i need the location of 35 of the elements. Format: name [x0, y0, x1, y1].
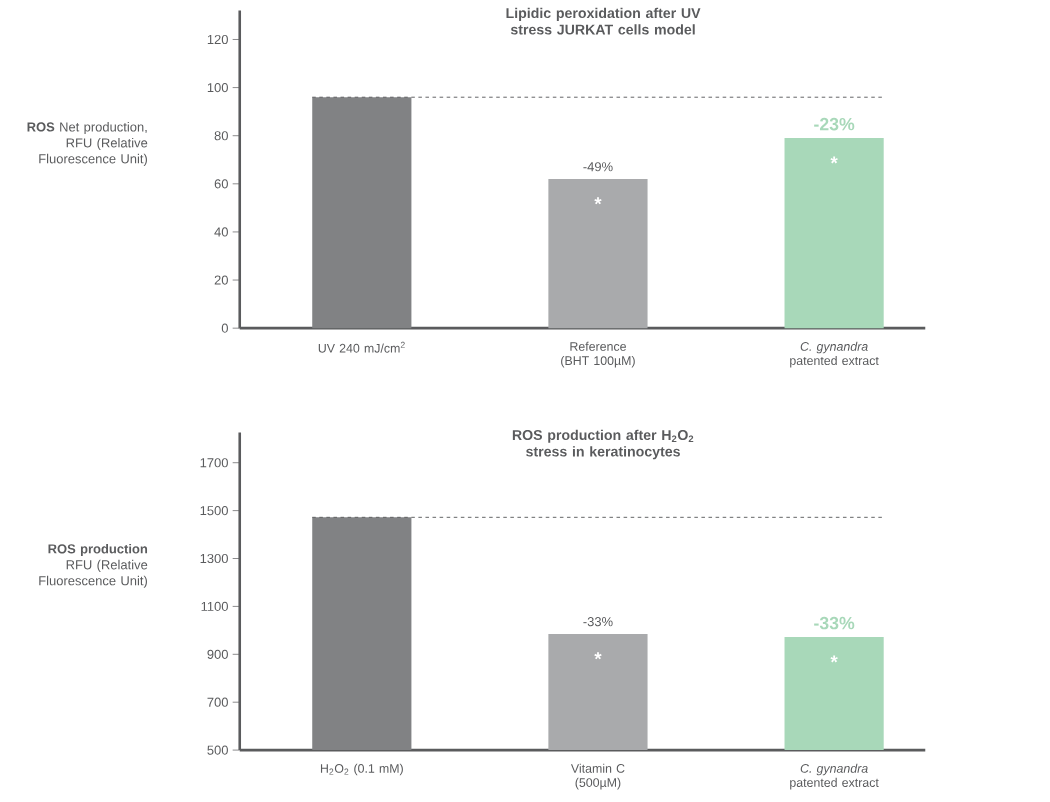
- y-tick-label: 500: [207, 745, 228, 755]
- x-tick-label: C. gynandra patented extract: [790, 341, 879, 368]
- y-tick-label: 120: [207, 34, 228, 44]
- y-tick-label: 1700: [200, 458, 228, 468]
- annotation: *: [830, 655, 838, 663]
- x-tick-label: H$_{2}$O$_{2}$ (0.1 mM): [320, 763, 403, 776]
- annotation: -33%: [583, 616, 613, 627]
- bar: [548, 178, 648, 329]
- annotation: -49%: [583, 161, 613, 172]
- y-tick-label: 1500: [200, 505, 228, 516]
- y-tick-label: 60: [214, 179, 228, 189]
- chart-title: Lipidic peroxidation after UV stress JURKAT cells model: [506, 7, 701, 35]
- bar: [784, 137, 884, 329]
- annotation: -33%: [814, 616, 855, 630]
- bar: [312, 97, 412, 329]
- chart-title: ROS production after H$_{2}$O$_{2}$ stress in keratinocytes: [512, 429, 694, 460]
- y-tick-label: 40: [214, 227, 228, 237]
- y-tick-label: 1100: [201, 601, 228, 611]
- annotation: *: [594, 652, 602, 660]
- annotation: *: [830, 156, 838, 164]
- y-axis-title: ROS production RFU (Relative Fluorescence Unit): [39, 543, 148, 588]
- x-tick-label: Vitamin C (500µM): [570, 763, 625, 790]
- y-tick-label: 20: [214, 275, 228, 285]
- annotation: *: [594, 197, 602, 205]
- y-tick-label: 100: [207, 82, 228, 93]
- x-tick-label: Reference (BHT 100µM): [561, 341, 635, 368]
- y-tick-label: 80: [214, 130, 228, 141]
- annotation: -23%: [814, 117, 855, 131]
- y-tick-label: 1300: [200, 553, 228, 563]
- y-axis-title: ROS Net production, RFU (Relative Fluorescence Unit): [27, 121, 148, 166]
- x-tick-label: C. gynandra patented extract: [790, 763, 879, 790]
- x-tick-label: UV 240 mJ/cm$^{2}$: [318, 341, 405, 353]
- y-tick-label: 700: [207, 697, 228, 707]
- y-tick-label: 0: [221, 323, 228, 333]
- y-tick-label: 900: [207, 649, 228, 659]
